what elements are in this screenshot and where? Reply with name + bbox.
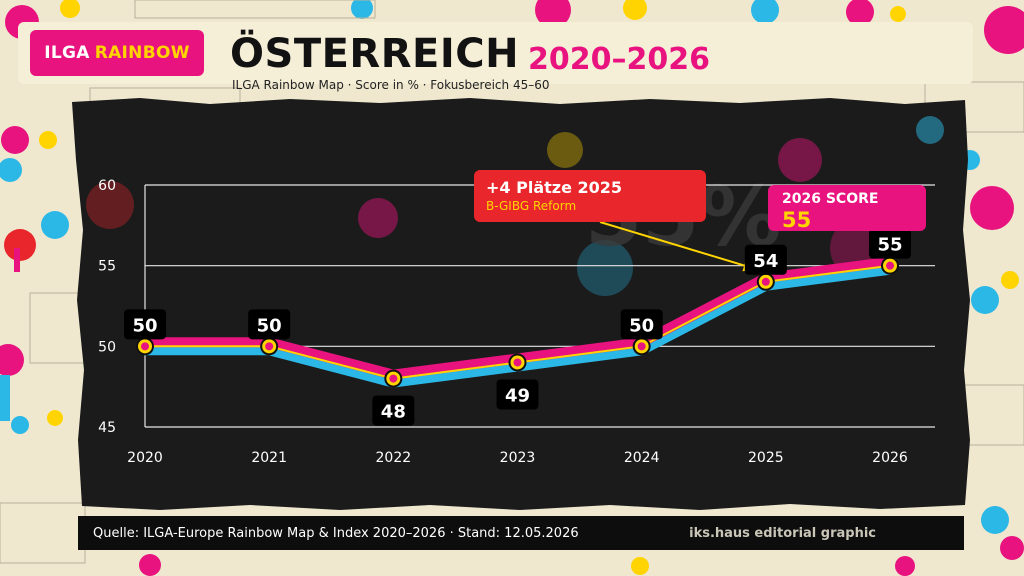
year-range: 2020–2026 — [528, 42, 710, 77]
data-label-box — [496, 379, 539, 410]
x-tick-label: 2022 — [376, 450, 412, 466]
badge-text-ilga: ILGA — [44, 43, 90, 63]
data-label-box — [744, 244, 787, 275]
data-label: 54 — [753, 251, 778, 272]
y-tick-label: 55 — [98, 259, 116, 275]
y-tick-label: 50 — [98, 339, 116, 355]
chart-panel — [72, 98, 970, 510]
chart-subtitle: ILGA Rainbow Map · Score in % · Fokusber… — [232, 78, 550, 92]
x-tick-label: 2021 — [251, 450, 287, 466]
footer-brand: iks.haus editorial graphic — [689, 525, 876, 541]
score-box-value: 55 — [782, 208, 812, 232]
y-tick-label: 45 — [98, 420, 116, 436]
x-tick-label: 2026 — [872, 450, 908, 466]
page-title: ÖSTERREICH — [230, 31, 520, 77]
data-label-box — [248, 309, 291, 340]
callout-headline: +4 Plätze 2025 — [486, 178, 623, 197]
data-label: 49 — [505, 385, 530, 406]
data-label-box — [372, 395, 415, 426]
data-label-box — [869, 228, 911, 259]
score-box-2026: 2026 SCORE 55 — [768, 185, 926, 232]
event-callout: +4 Plätze 2025 B-GIBG Reform — [474, 170, 706, 222]
data-labels: 50 50 48 49 50 54 55 — [124, 228, 911, 426]
y-tick-label: 60 — [98, 178, 116, 194]
data-point-core — [265, 342, 274, 351]
data-point-core — [141, 342, 149, 351]
data-point-core — [637, 342, 646, 351]
data-label-box — [124, 309, 166, 340]
x-tick-label: 2025 — [748, 450, 784, 466]
data-label: 50 — [132, 315, 157, 336]
data-label: 50 — [629, 315, 654, 336]
data-points — [136, 256, 899, 388]
data-point-core — [513, 358, 522, 367]
footer-bar: Quelle: ILGA-Europe Rainbow Map & Index … — [78, 516, 964, 550]
callout-subtext: B-GIBG Reform — [486, 199, 577, 213]
data-point-core — [886, 261, 894, 270]
x-tick-label: 2020 — [127, 450, 163, 466]
data-label: 50 — [257, 315, 282, 336]
ilga-rainbow-badge: ILGA RAINBOW — [30, 30, 204, 76]
data-label: 55 — [877, 235, 902, 256]
callout-arrow — [599, 221, 753, 269]
data-point-core — [761, 277, 770, 286]
source-note: Quelle: ILGA-Europe Rainbow Map & Index … — [93, 525, 579, 541]
y-axis-ticks: 45 50 55 60 — [98, 178, 116, 436]
score-box-label: 2026 SCORE — [782, 191, 879, 207]
x-tick-label: 2024 — [624, 450, 660, 466]
badge-text-rainbow: RAINBOW — [94, 43, 190, 63]
data-label: 48 — [381, 402, 406, 423]
x-axis-ticks: 2020 2021 2022 2023 2024 2025 2026 — [127, 450, 908, 466]
x-tick-label: 2023 — [500, 450, 536, 466]
data-label-box — [620, 309, 663, 340]
data-point-core — [389, 374, 398, 383]
